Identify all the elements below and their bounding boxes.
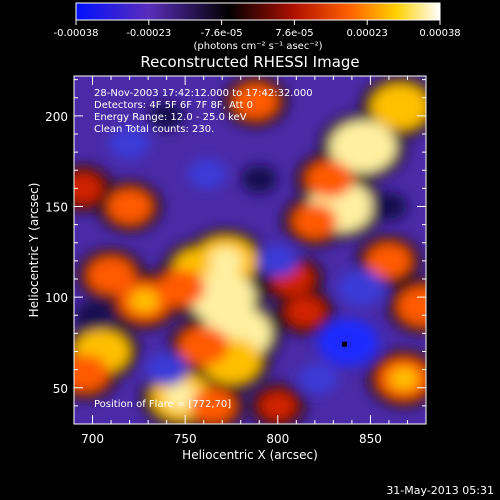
colorbar-tick-label: 7.6e-05 xyxy=(275,28,313,39)
intensity-core xyxy=(389,367,419,391)
intensity-blob xyxy=(286,296,326,327)
intensity-blob xyxy=(337,269,385,307)
x-tick-label: 800 xyxy=(266,432,289,446)
x-axis-label: Heliocentric X (arcsec) xyxy=(182,448,318,462)
y-tick-label: 50 xyxy=(53,382,68,396)
intensity-blob xyxy=(190,388,236,424)
annotation-line: Energy Range: 12.0 - 25.0 keV xyxy=(94,112,247,123)
x-tick-label: 850 xyxy=(359,432,382,446)
colorbar-tick-label: -0.00023 xyxy=(126,28,171,39)
intensity-blob xyxy=(370,192,408,221)
position-marker xyxy=(341,341,347,347)
intensity-blob xyxy=(317,318,379,367)
intensity-blob xyxy=(108,126,151,160)
flare-position-label: Position of Flare = [772,70] xyxy=(94,399,231,410)
intensity-blob xyxy=(87,256,135,294)
intensity-blob xyxy=(178,326,229,366)
footer-date: 31-May-2013 05:31 xyxy=(386,484,494,497)
intensity-blob xyxy=(305,160,354,198)
intensity-core xyxy=(344,132,382,161)
colorbar-ticks: -0.00038 -0.00023 -7.6e-05 7.6e-05 0.00023 0.… xyxy=(54,20,461,39)
intensity-blob xyxy=(397,286,426,326)
axis-ticks: 700 750 800 850 50 100 150 200 xyxy=(45,76,427,446)
intensity-blob xyxy=(145,353,188,387)
intensity-core xyxy=(203,282,241,312)
annotation-line: 28-Nov-2003 17:42:12.000 to 17:42:32.000 xyxy=(94,88,313,99)
colorbar-tick-label: -0.00038 xyxy=(54,28,99,39)
intensity-core xyxy=(129,289,159,313)
annotation-line: Clean Total counts: 230. xyxy=(94,124,214,135)
y-tick-label: 150 xyxy=(45,201,68,215)
image-blobs xyxy=(74,76,426,424)
intensity-core xyxy=(209,247,243,274)
annotation-block: 28-Nov-2003 17:42:12.000 to 17:42:32.000… xyxy=(94,88,313,135)
intensity-blob xyxy=(107,189,152,224)
intensity-core xyxy=(384,94,417,120)
intensity-blob xyxy=(259,391,296,421)
intensity-blob xyxy=(148,101,185,131)
y-tick-label: 100 xyxy=(45,291,68,305)
colorbar-tick-label: 0.00038 xyxy=(419,28,460,39)
colorbar-tick-label: 0.00023 xyxy=(347,28,388,39)
intensity-blob xyxy=(292,203,338,239)
y-axis-label: Heliocentric Y (arcsec) xyxy=(27,183,41,318)
x-tick-label: 700 xyxy=(81,432,104,446)
intensity-blob xyxy=(241,164,278,194)
chart-title: Reconstructed RHESSI Image xyxy=(140,53,359,71)
y-tick-label: 200 xyxy=(45,110,68,124)
annotation-line: Detectors: 4F 5F 6F 7F 8F, Att 0 xyxy=(94,100,253,111)
intensity-blob xyxy=(74,354,109,392)
intensity-blob xyxy=(366,243,412,279)
intensity-core xyxy=(164,383,199,410)
intensity-blob xyxy=(233,83,278,119)
colorbar-tick-label: -7.6e-05 xyxy=(201,28,243,39)
colorbar xyxy=(75,2,441,21)
intensity-blob xyxy=(187,158,227,190)
intensity-blob xyxy=(298,363,339,395)
plot-frame xyxy=(73,75,427,425)
x-tick-label: 750 xyxy=(174,432,197,446)
colorbar-unit-label: (photons cm⁻² s⁻¹ asec⁻²) xyxy=(193,41,322,52)
intensity-blob xyxy=(74,173,103,204)
intensity-blob xyxy=(257,244,299,277)
intensity-blob xyxy=(74,300,111,330)
